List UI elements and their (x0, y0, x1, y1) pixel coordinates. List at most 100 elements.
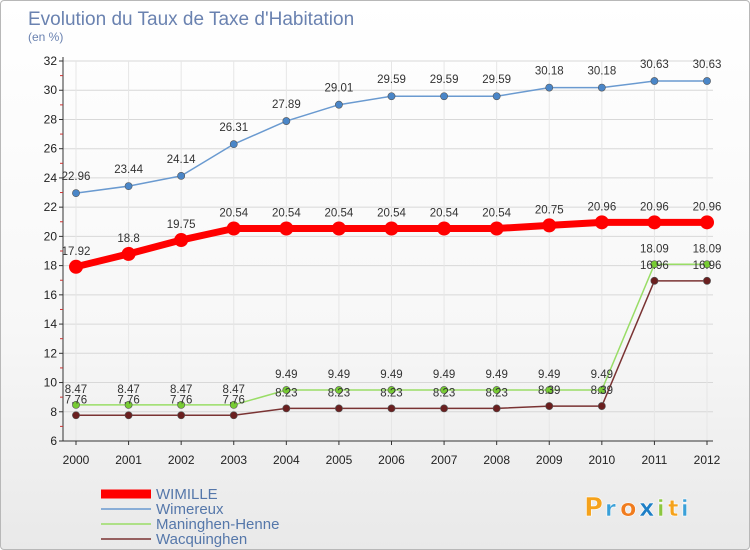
series-wacquinghen (72, 276, 711, 420)
data-label: 8.23 (485, 387, 507, 399)
data-point (124, 400, 133, 409)
data-point (384, 221, 399, 236)
data-label: 20.96 (640, 201, 669, 213)
x-tick-label: 2011 (642, 453, 668, 467)
data-label: 8.39 (591, 385, 613, 397)
data-label: 20.54 (325, 207, 354, 219)
data-point (650, 276, 659, 285)
data-point (279, 221, 294, 236)
y-tick-label: 8 (50, 405, 57, 419)
data-point (387, 92, 396, 101)
data-label: 26.31 (219, 122, 248, 134)
data-point (174, 233, 189, 248)
x-tick-label: 2006 (378, 453, 405, 467)
logo-letter: P (584, 493, 603, 523)
data-label: 20.54 (377, 207, 406, 219)
data-point (229, 400, 238, 409)
x-tick-label: 2002 (168, 453, 195, 467)
data-label: 29.59 (377, 74, 406, 86)
x-tick-label: 2008 (483, 453, 510, 467)
y-tick-label: 22 (44, 200, 58, 214)
logo-letter: i (681, 497, 689, 522)
data-label: 29.59 (482, 74, 511, 86)
data-point (229, 140, 238, 149)
data-label: 8.23 (380, 387, 402, 399)
data-label: 23.44 (114, 164, 143, 176)
y-tick-label: 30 (44, 83, 58, 97)
data-point (492, 404, 501, 413)
y-tick-label: 24 (44, 171, 58, 185)
data-label: 8.47 (65, 384, 87, 396)
data-point (489, 221, 504, 236)
data-point (72, 189, 80, 198)
data-label: 8.47 (223, 384, 245, 396)
data-point (226, 221, 241, 236)
x-tick-label: 2001 (115, 453, 142, 467)
data-point (72, 411, 80, 420)
data-label: 7.76 (65, 394, 87, 406)
data-point (69, 259, 83, 274)
data-label: 8.47 (117, 384, 139, 396)
data-point (492, 92, 501, 101)
data-point (335, 100, 343, 109)
data-point (597, 83, 606, 92)
data-point (387, 386, 396, 394)
data-label: 29.59 (430, 74, 459, 86)
data-label: 7.76 (170, 394, 192, 406)
data-label: 18.8 (117, 233, 139, 245)
x-tick-label: 2010 (588, 453, 615, 467)
data-label: 30.63 (640, 59, 669, 71)
y-tick-label: 10 (44, 376, 58, 390)
data-point (177, 171, 186, 180)
data-label: 8.47 (170, 384, 192, 396)
chart-title: Evolution du Taux de Taxe d'Habitation (28, 9, 354, 30)
series-group: 17.92 18.8 19.75 20.54 20.54 20.54 20.54 20.54 2… (62, 59, 722, 420)
data-point (492, 386, 501, 394)
data-label: 30.18 (587, 66, 616, 78)
legend-label: Wimereux (156, 501, 224, 518)
series-maninghen-henne (72, 260, 711, 409)
data-point (440, 386, 448, 394)
data-label: 30.18 (535, 66, 564, 78)
data-point (124, 411, 133, 420)
data-label: 9.49 (275, 369, 297, 381)
data-point (594, 215, 609, 230)
logo-letter: i (657, 497, 665, 522)
data-label: 16.96 (693, 260, 722, 272)
x-tick-label: 2005 (326, 453, 353, 467)
legend-label: WIMILLE (156, 486, 218, 503)
logo-letter: t (668, 497, 679, 522)
data-point (282, 386, 291, 394)
data-point (703, 260, 711, 269)
series-wimereux (72, 77, 711, 198)
data-point (545, 83, 554, 92)
logo-letter: r (605, 497, 616, 522)
data-label: 8.23 (328, 387, 350, 399)
data-label: 9.49 (328, 369, 350, 381)
data-point (650, 77, 659, 85)
data-label: 8.23 (275, 387, 297, 399)
data-point (335, 404, 343, 413)
data-label: 9.49 (538, 369, 560, 381)
data-point (650, 260, 659, 269)
data-point (542, 218, 557, 233)
y-tick-label: 16 (44, 288, 58, 302)
data-point (124, 182, 133, 191)
y-tick-label: 12 (44, 346, 58, 360)
data-label: 20.54 (482, 207, 511, 219)
data-point (177, 400, 186, 409)
data-point (121, 246, 136, 261)
legend-label: Wacquinghen (156, 531, 247, 548)
data-label: 20.96 (693, 201, 722, 213)
data-label: 27.89 (272, 99, 301, 111)
data-point (72, 400, 80, 409)
data-point (440, 92, 448, 101)
data-label: 24.14 (167, 154, 196, 166)
data-point (597, 386, 606, 394)
data-label: 8.39 (538, 385, 560, 397)
data-point (545, 386, 554, 394)
data-point (229, 411, 238, 420)
data-label: 7.76 (117, 394, 139, 406)
